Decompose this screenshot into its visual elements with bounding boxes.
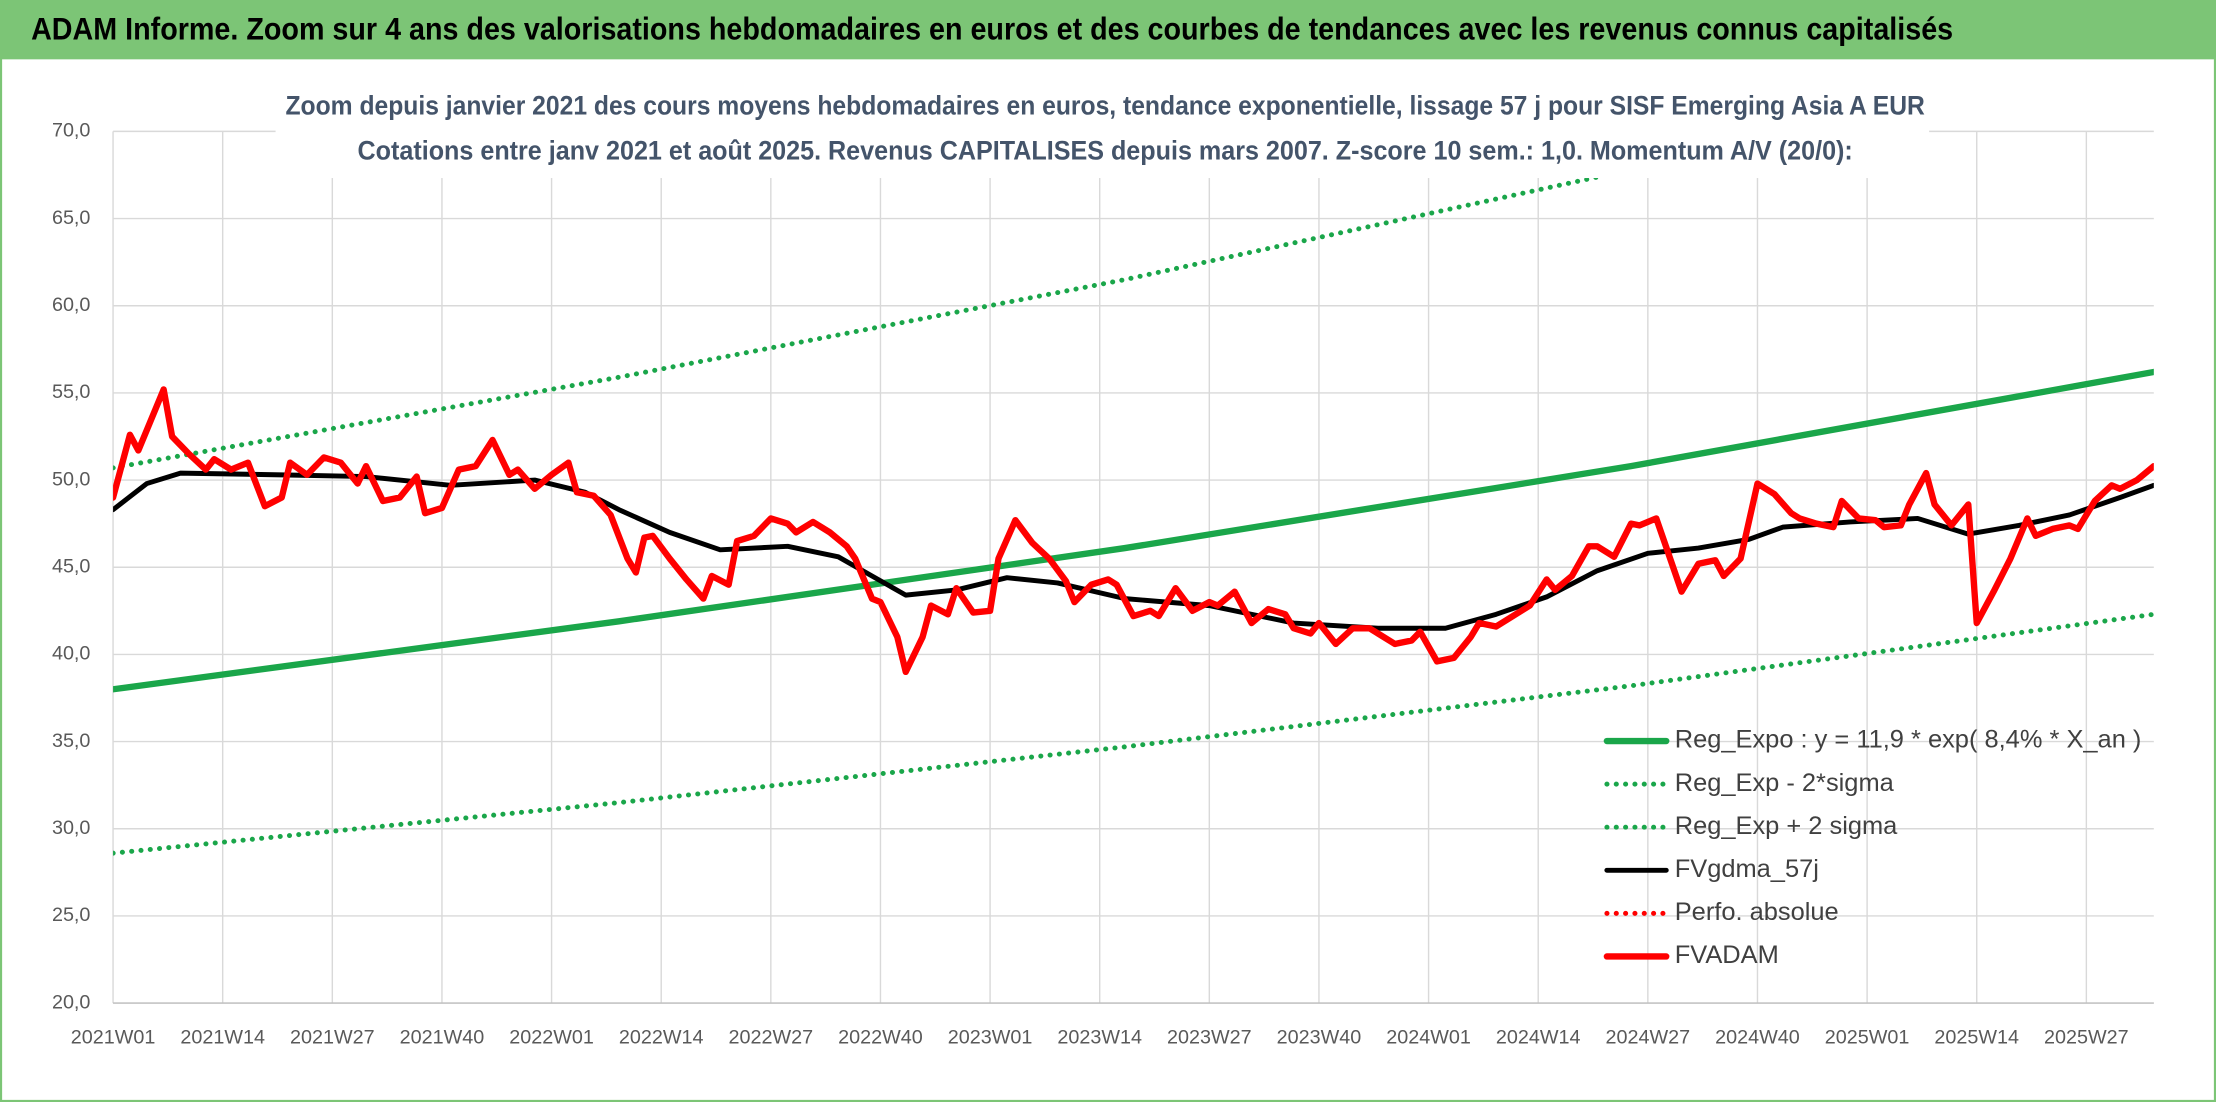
x-tick-label: 2023W27 (1167, 1027, 1252, 1049)
x-tick-label: 2021W14 (180, 1027, 265, 1049)
x-tick-label: 2021W01 (71, 1027, 156, 1049)
x-tick-label: 2021W27 (290, 1027, 375, 1049)
x-tick-label: 2025W14 (1934, 1027, 2019, 1049)
legend-label: Reg_Exp + 2 sigma (1675, 812, 1898, 840)
x-tick-label: 2024W27 (1606, 1027, 1691, 1049)
y-tick-label: 20,0 (52, 991, 90, 1013)
x-tick-label: 2024W40 (1715, 1027, 1800, 1049)
x-tick-label: 2024W14 (1496, 1027, 1581, 1049)
x-tick-label: 2022W40 (838, 1027, 923, 1049)
x-tick-label: 2023W01 (948, 1027, 1033, 1049)
x-tick-label: 2025W27 (2044, 1027, 2129, 1049)
y-tick-label: 40,0 (52, 643, 90, 665)
y-tick-label: 35,0 (52, 730, 90, 752)
x-tick-label: 2023W40 (1277, 1027, 1362, 1049)
series-line (113, 386, 2154, 676)
y-tick-label: 65,0 (52, 207, 90, 229)
y-tick-label: 25,0 (52, 904, 90, 926)
header-bar (0, 0, 2216, 60)
subtitle: Zoom depuis janvier 2021 des cours moyen… (285, 90, 1924, 120)
y-tick-label: 55,0 (52, 381, 90, 403)
y-tick-label: 60,0 (52, 294, 90, 316)
y-tick-label: 70,0 (52, 120, 90, 142)
grid: 20,0 25,0 30,0 35,0 40,0 45,0 50,0 55,0 60,0 65,0… (52, 120, 2154, 1049)
y-tick-label: 50,0 (52, 468, 90, 490)
x-tick-label: 2021W40 (400, 1027, 485, 1049)
y-tick-label: 30,0 (52, 817, 90, 839)
x-tick-label: 2024W01 (1386, 1027, 1471, 1049)
x-tick-label: 2023W14 (1057, 1027, 1142, 1049)
x-tick-label: 2022W27 (729, 1027, 814, 1049)
legend: Reg_Expo : y = 11,9 * exp( 8,4% * X_an )… (1603, 726, 2142, 969)
legend-label: FVgdma_57j (1675, 855, 1819, 883)
subtitle-box (275, 84, 1930, 179)
x-tick-label: 2025W01 (1825, 1027, 1910, 1049)
x-tick-label: 2022W14 (619, 1027, 704, 1049)
series-line (113, 368, 2154, 693)
legend-label: FVADAM (1675, 941, 1779, 969)
x-tick-label: 2022W01 (509, 1027, 594, 1049)
subtitle: Cotations entre janv 2021 et août 2025. … (358, 136, 1853, 166)
legend-label: Reg_Expo : y = 11,9 * exp( 8,4% * X_an ) (1675, 726, 2142, 754)
series-line (113, 131, 1804, 471)
legend-label: Perfo. absolue (1675, 898, 1839, 926)
series-line (113, 611, 2154, 856)
header-title: ADAM Informe. Zoom sur 4 ans des valoris… (31, 11, 1953, 46)
y-tick-label: 45,0 (52, 555, 90, 577)
plot-lines (113, 131, 2154, 856)
legend-label: Reg_Exp - 2*sigma (1675, 769, 1895, 797)
